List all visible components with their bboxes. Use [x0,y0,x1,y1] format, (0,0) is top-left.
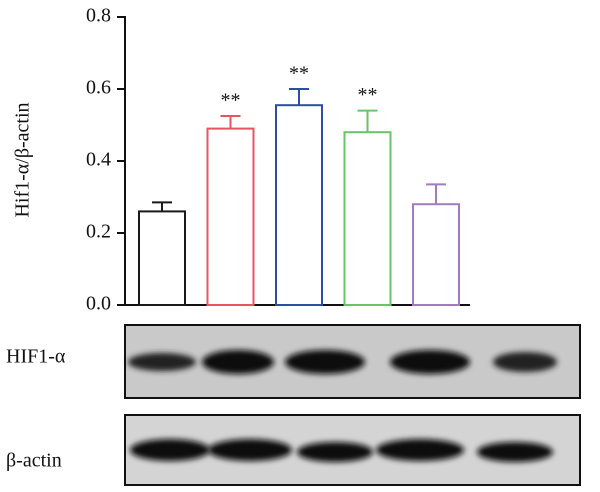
bar [206,127,255,306]
blot-label: HIF1-α [6,346,66,368]
blot-actin [124,414,581,486]
significance-label: ** [358,84,378,106]
y-axis-label: Hif1-α/β-actin [12,102,34,217]
y-tick-label: 0.8 [86,5,111,27]
bar [343,131,392,306]
y-tick-label: 0.2 [86,221,111,243]
bar [275,104,323,306]
blot-hif1a [124,324,581,399]
blot-label: β-actin [6,450,62,472]
significance-label: ** [221,90,241,112]
bar [138,210,186,306]
y-tick-label: 0.6 [86,77,111,99]
bar [412,203,460,306]
y-tick-label: 0.0 [86,293,111,315]
y-tick-label: 0.4 [86,149,111,171]
significance-label: ** [289,63,309,85]
